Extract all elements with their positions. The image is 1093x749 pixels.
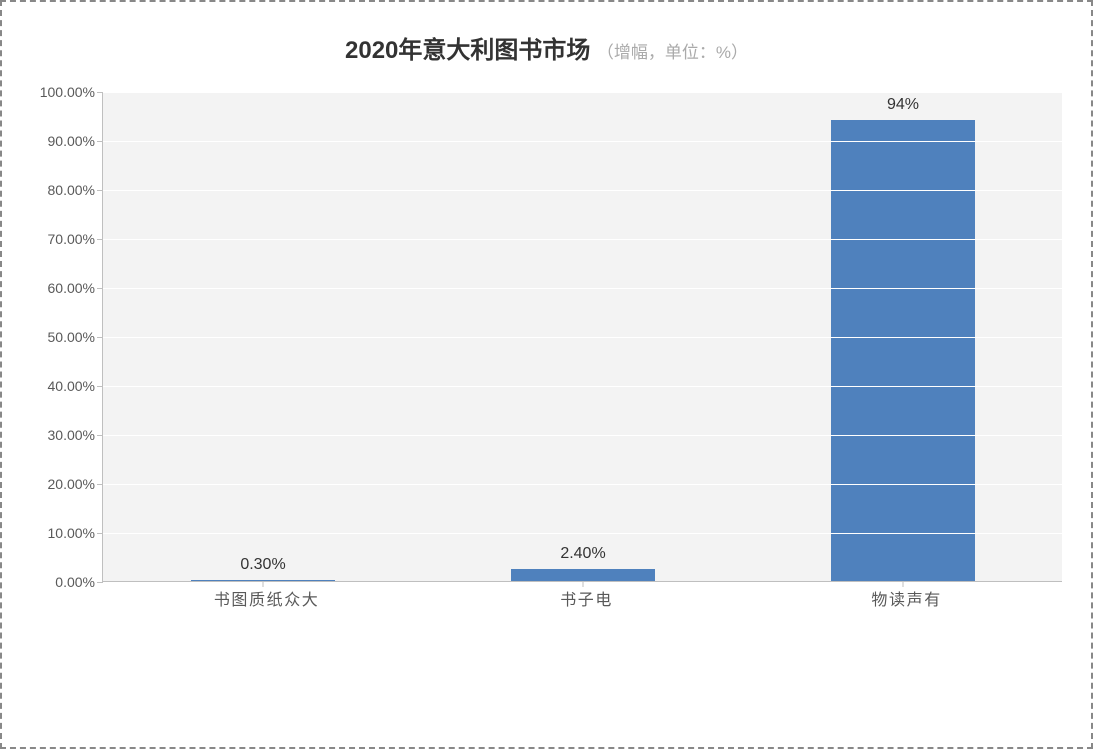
xtick-mark	[903, 581, 904, 587]
gridline	[103, 533, 1062, 534]
ytick-mark	[97, 386, 103, 387]
ytick-label: 100.00%	[40, 84, 95, 100]
ytick-label: 90.00%	[48, 133, 95, 149]
bar-value-label: 94%	[803, 96, 1003, 114]
ytick-mark	[97, 190, 103, 191]
ytick-mark	[97, 484, 103, 485]
ytick-mark	[97, 435, 103, 436]
gridline	[103, 190, 1062, 191]
ytick-mark	[97, 141, 103, 142]
ytick-mark	[97, 582, 103, 583]
bar-value-label: 0.30%	[163, 556, 363, 574]
chart-title-main: 2020年意大利图书市场	[345, 37, 590, 64]
ytick-label: 80.00%	[48, 182, 95, 198]
ytick-label: 0.00%	[55, 574, 95, 590]
xtick-mark	[263, 581, 264, 587]
gridline	[103, 92, 1062, 93]
gridline	[103, 337, 1062, 338]
xtick-label: 大众纸质图书	[210, 591, 316, 609]
gridline	[103, 239, 1062, 240]
ytick-mark	[97, 337, 103, 338]
bar: 2.40%	[511, 569, 655, 581]
ytick-label: 70.00%	[48, 231, 95, 247]
xtick-mark	[583, 581, 584, 587]
chart-title-sub: （增幅，单位：%）	[597, 43, 748, 62]
ytick-label: 50.00%	[48, 329, 95, 345]
gridline	[103, 141, 1062, 142]
gridline	[103, 288, 1062, 289]
ytick-mark	[97, 288, 103, 289]
ytick-label: 20.00%	[48, 476, 95, 492]
plot-area: 0.30%2.40%94% 0.00%10.00%20.00%30.00%40.…	[102, 92, 1062, 582]
gridline	[103, 386, 1062, 387]
ytick-label: 40.00%	[48, 378, 95, 394]
ytick-label: 10.00%	[48, 525, 95, 541]
chart-container: 2020年意大利图书市场 （增幅，单位：%） 0.30% 2.40% 94% 0.0…	[0, 0, 1093, 749]
ytick-label: 30.00%	[48, 427, 95, 443]
chart-title-row: 2020年意大利图书市场 （增幅，单位：%）	[2, 2, 1091, 75]
ytick-mark	[97, 239, 103, 240]
xtick-label: 电子书	[557, 591, 610, 609]
xtick-label: 有声读物	[868, 591, 938, 609]
gridline	[103, 484, 1062, 485]
ytick-label: 60.00%	[48, 280, 95, 296]
ytick-mark	[97, 533, 103, 534]
bar-value-label: 2.40%	[483, 545, 683, 563]
ytick-mark	[97, 92, 103, 93]
gridline	[103, 435, 1062, 436]
